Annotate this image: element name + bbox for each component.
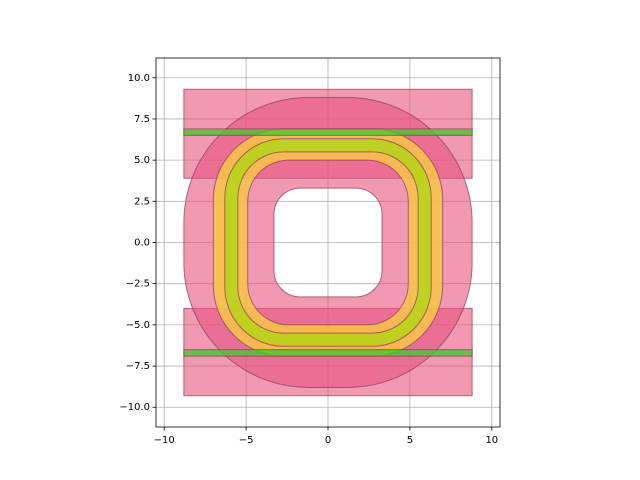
y-tick-label: −2.5	[126, 279, 150, 290]
y-tick-label: −5.0	[126, 320, 150, 331]
shape	[183, 349, 473, 357]
y-tick-label: 0.0	[134, 238, 150, 249]
y-tick-label: 2.5	[134, 196, 150, 207]
y-tick-label: 10.0	[128, 73, 150, 84]
x-tick-label: −5	[239, 435, 254, 446]
x-tick-label: 10	[485, 435, 498, 446]
y-tick-label: −7.5	[126, 361, 150, 372]
x-tick-label: −10	[154, 435, 175, 446]
x-tick-label: 5	[407, 435, 413, 446]
y-tick-label: 7.5	[134, 114, 150, 125]
shape	[224, 138, 432, 347]
y-tick-label: 5.0	[134, 155, 150, 166]
x-tick-label: 0	[325, 435, 331, 446]
y-tick-label: −10.0	[119, 402, 150, 413]
shape	[183, 128, 473, 136]
